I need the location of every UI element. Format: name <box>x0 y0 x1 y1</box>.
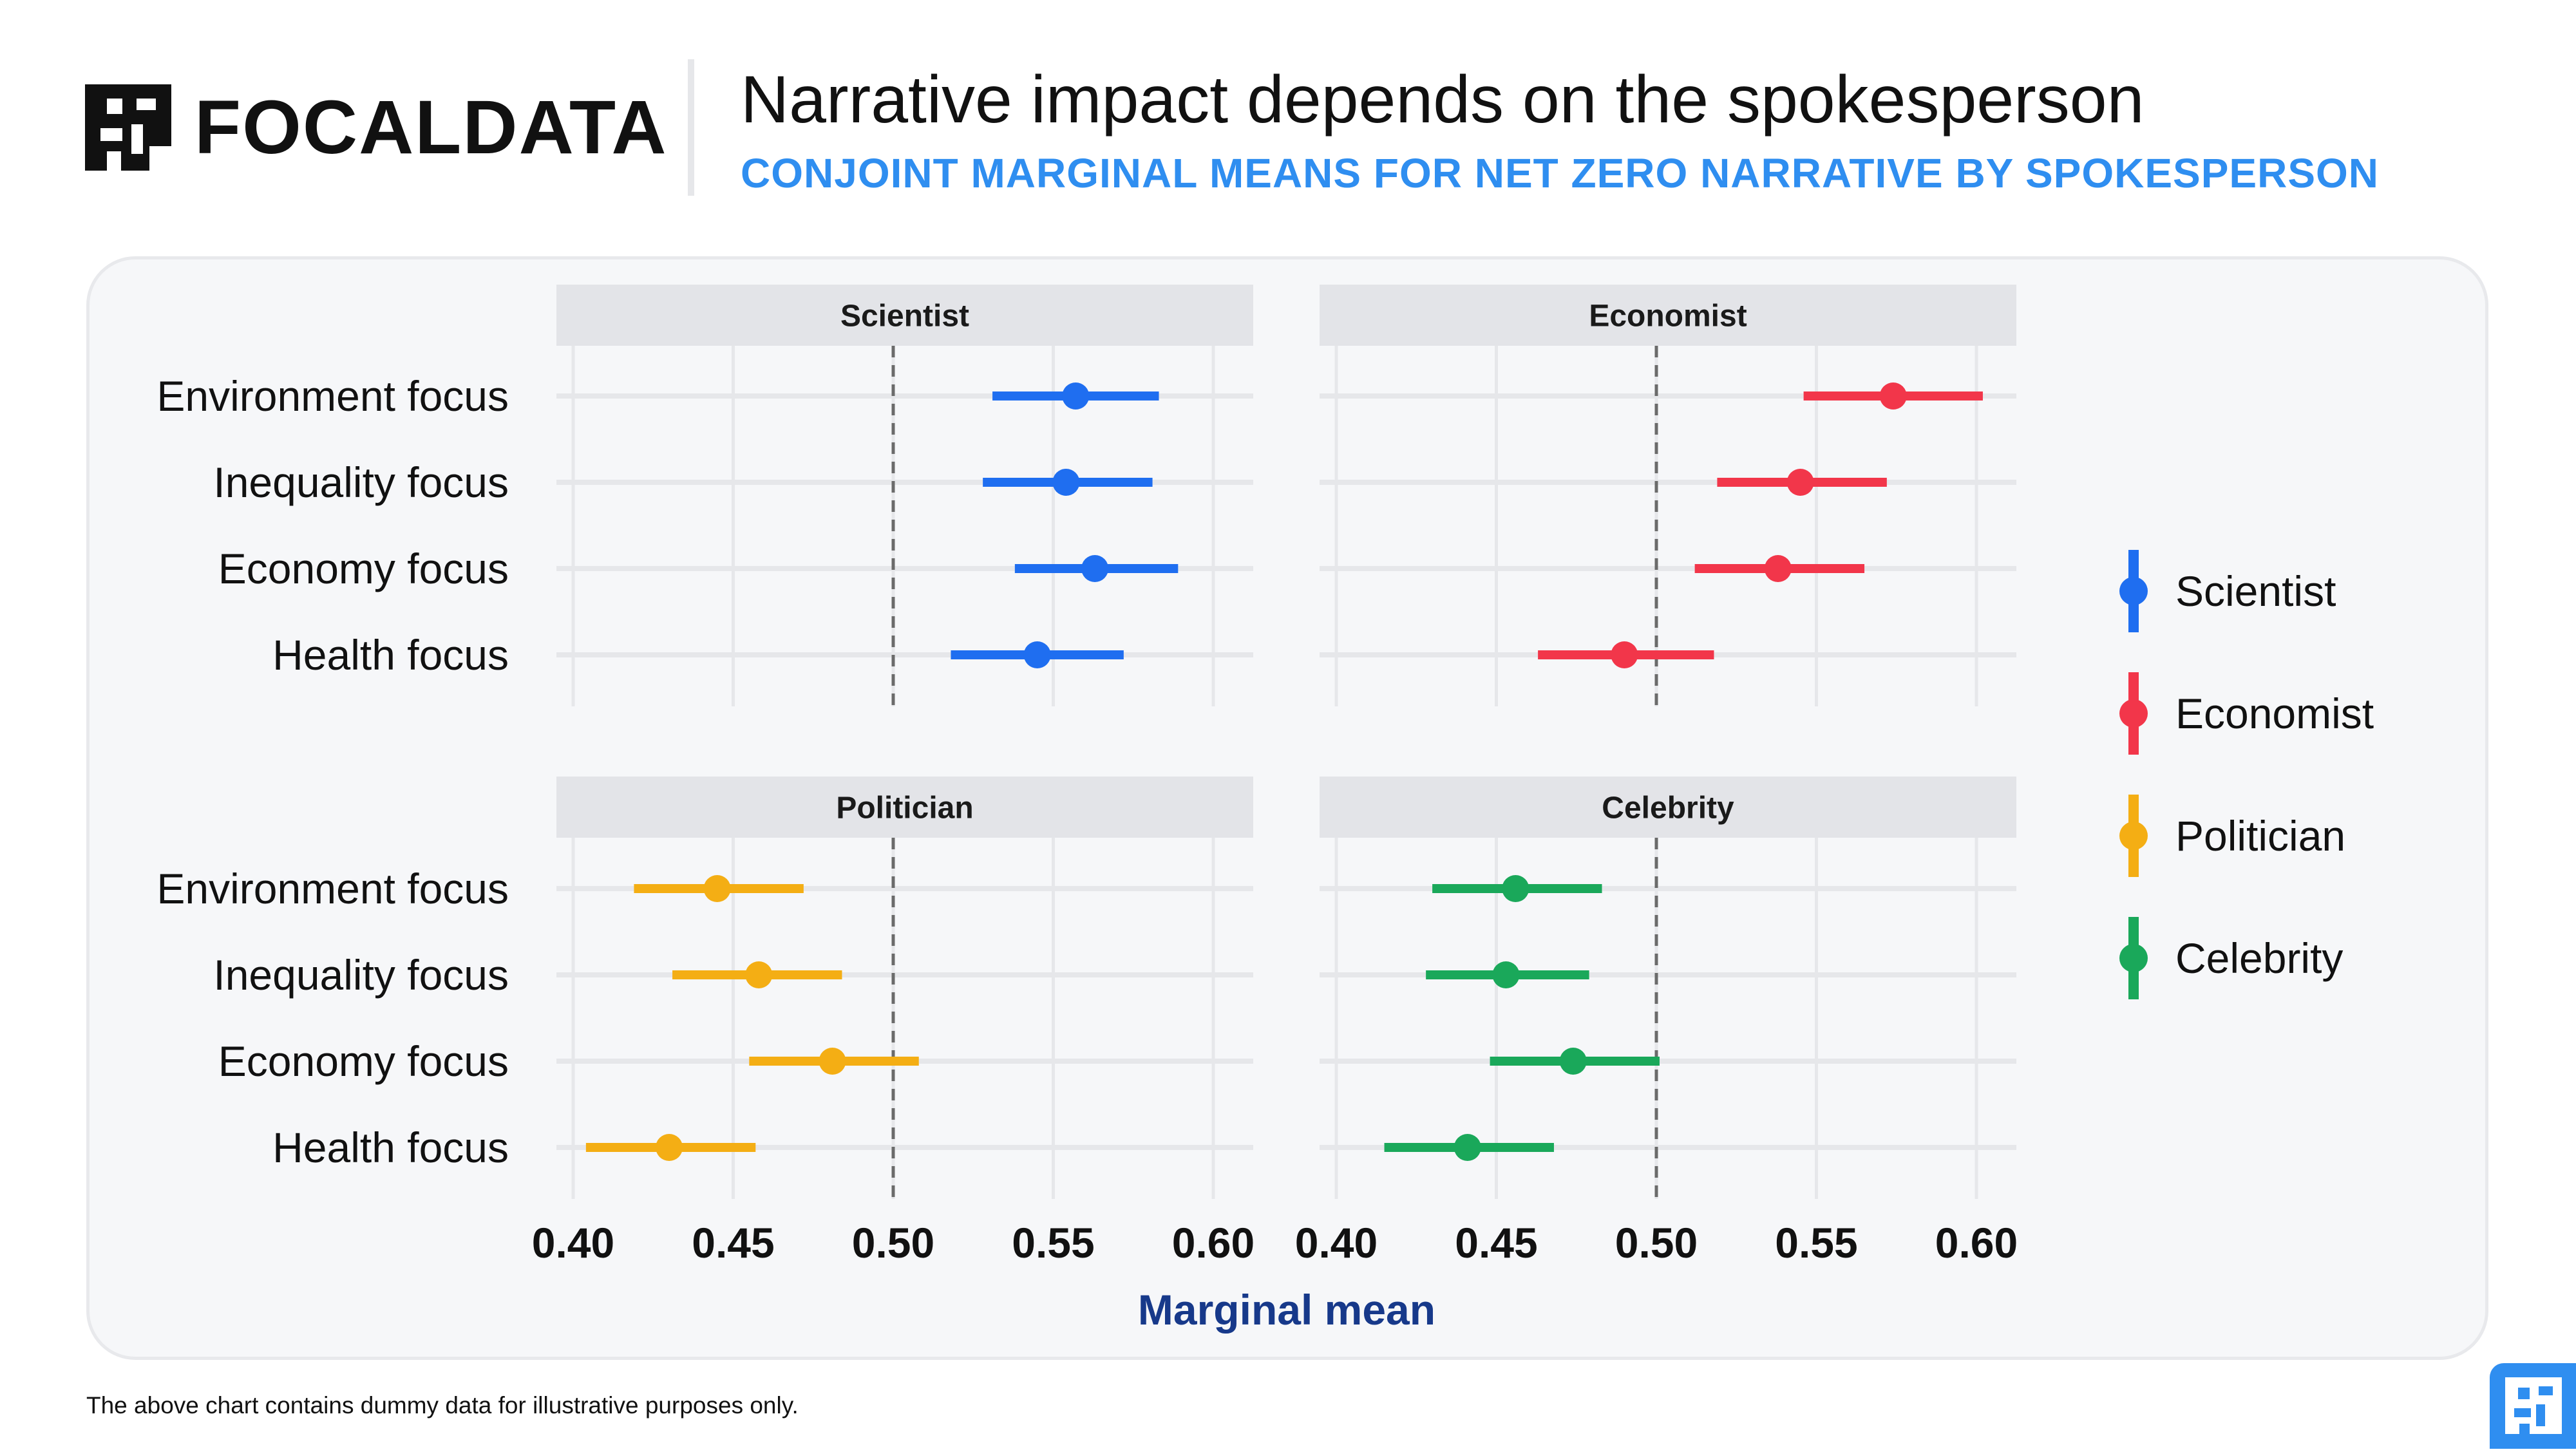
legend-key-dot <box>2119 822 2148 850</box>
x-tick-label: 0.60 <box>1935 1219 2018 1267</box>
data-point-environment-focus <box>1502 875 1530 902</box>
facet-celebrity: Celebrity <box>1320 777 2016 1199</box>
row-label-health-focus: Health focus <box>272 631 509 679</box>
facet-strip <box>1320 777 2016 838</box>
data-point-health-focus <box>1023 641 1051 668</box>
data-point-health-focus <box>1454 1134 1481 1161</box>
corner-logo <box>2490 1363 2576 1449</box>
chart-panel <box>86 256 2488 1360</box>
data-point-inequality-focus <box>1786 469 1814 496</box>
data-point-inequality-focus <box>1492 961 1520 988</box>
x-tick-label: 0.40 <box>1295 1219 1378 1267</box>
legend-key-dot <box>2119 577 2148 605</box>
x-tick-label: 0.40 <box>532 1219 614 1267</box>
data-point-environment-focus <box>703 875 731 902</box>
data-point-environment-focus <box>1879 382 1907 410</box>
legend-label-economist: Economist <box>2175 690 2374 737</box>
data-point-economy-focus <box>1081 555 1109 582</box>
footnote: The above chart contains dummy data for … <box>86 1392 799 1419</box>
row-label-economy-focus: Economy focus <box>218 1037 509 1085</box>
data-point-economy-focus <box>819 1048 846 1075</box>
row-label-inequality-focus: Inequality focus <box>213 951 509 999</box>
focaldata-corner-logo-icon <box>2505 1377 2562 1434</box>
data-point-environment-focus <box>1062 382 1090 410</box>
brand-logo: FOCALDATA <box>85 84 668 171</box>
x-tick-label: 0.50 <box>852 1219 934 1267</box>
x-tick-label: 0.55 <box>1012 1219 1094 1267</box>
x-tick-label: 0.50 <box>1615 1219 1698 1267</box>
focaldata-logo-icon <box>85 84 171 171</box>
x-tick-label: 0.55 <box>1775 1219 1857 1267</box>
facet-strip <box>556 777 1253 838</box>
x-tick-label: 0.60 <box>1172 1219 1255 1267</box>
data-point-health-focus <box>1611 641 1638 668</box>
legend-label-scientist: Scientist <box>2175 567 2336 615</box>
legend-key-dot <box>2119 699 2148 728</box>
x-tick-label: 0.45 <box>1455 1219 1537 1267</box>
data-point-inequality-focus <box>1052 469 1080 496</box>
row-label-environment-focus: Environment focus <box>156 372 509 420</box>
data-point-economy-focus <box>1764 555 1792 582</box>
legend-label-politician: Politician <box>2175 812 2345 860</box>
x-tick-label: 0.45 <box>692 1219 774 1267</box>
page-title: Narrative impact depends on the spokespe… <box>741 62 2145 137</box>
facet-title: Scientist <box>840 299 969 334</box>
data-point-health-focus <box>656 1134 683 1161</box>
legend-key-dot <box>2119 944 2148 972</box>
legend: Scientist Economist Politician Celebrity <box>2119 550 2374 999</box>
facet-strip <box>1320 285 2016 346</box>
brand-name: FOCALDATA <box>194 85 668 170</box>
row-label-environment-focus: Environment focus <box>156 865 509 912</box>
facet-title: Celebrity <box>1602 791 1734 825</box>
header-divider <box>688 59 694 196</box>
facet-title: Politician <box>836 791 973 825</box>
x-axis-title: Marginal mean <box>1138 1286 1435 1334</box>
row-label-inequality-focus: Inequality focus <box>213 458 509 506</box>
facet-title: Economist <box>1589 299 1747 334</box>
facet-politician: Politician <box>556 777 1253 1199</box>
page-subtitle: CONJOINT MARGINAL MEANS FOR NET ZERO NAR… <box>741 150 2379 196</box>
row-label-health-focus: Health focus <box>272 1124 509 1171</box>
legend-label-celebrity: Celebrity <box>2175 934 2343 982</box>
facet-economist: Economist <box>1320 285 2016 706</box>
facet-strip <box>556 285 1253 346</box>
row-label-economy-focus: Economy focus <box>218 545 509 592</box>
data-point-inequality-focus <box>745 961 773 988</box>
facet-scientist: Scientist <box>556 285 1253 706</box>
data-point-economy-focus <box>1559 1048 1587 1075</box>
